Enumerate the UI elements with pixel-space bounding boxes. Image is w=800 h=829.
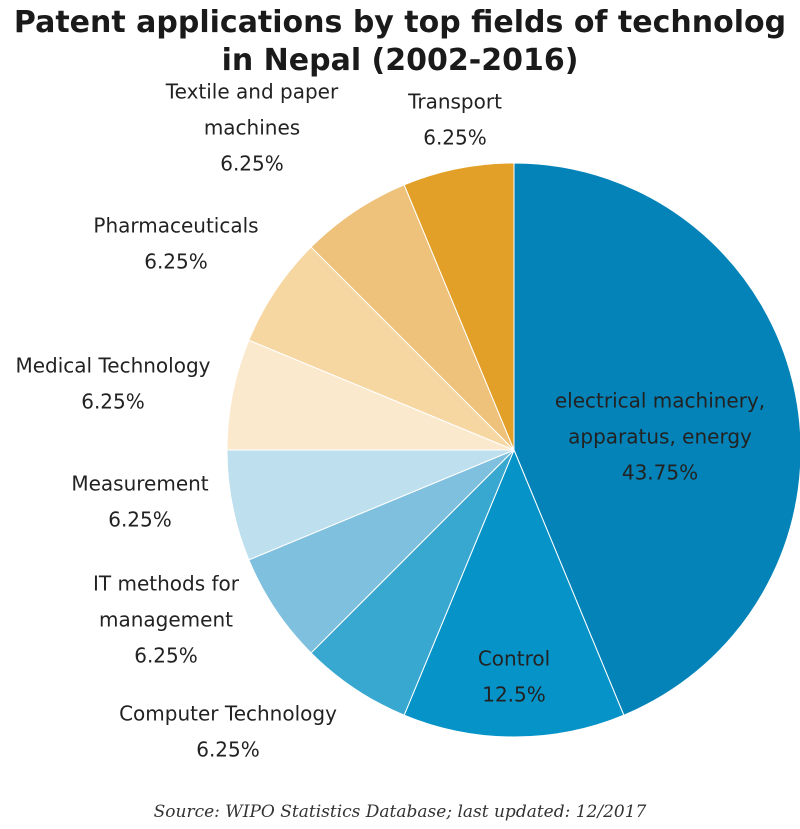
chart-title-line-2: in Nepal (2002-2016): [221, 43, 579, 78]
slice-category-label: Computer Technology: [119, 702, 337, 726]
slice-value-label: 6.25%: [144, 250, 208, 274]
slice-value-label: 43.75%: [622, 461, 698, 485]
pie-slices: [226, 162, 800, 738]
chart-title-line-1: Patent applications by top fields of tec…: [13, 5, 787, 40]
slice-category-label: Measurement: [71, 472, 208, 496]
pie-labels: electrical machinery, apparatus, energy 43…: [15, 80, 765, 762]
pie-slice: [403, 162, 515, 451]
chart-title: Patent applications by top fields of tec…: [0, 4, 800, 80]
slice-category-label: machines: [204, 116, 300, 140]
slice-value-label: 6.25%: [81, 390, 145, 414]
slice-category-label: Medical Technology: [15, 354, 210, 378]
slice-category-label: apparatus, energy: [568, 425, 752, 449]
slice-category-label: management: [99, 608, 233, 632]
slice-value-label: 6.25%: [196, 738, 260, 762]
slice-category-label: Control: [478, 647, 550, 671]
slice-category-label: Pharmaceuticals: [93, 214, 258, 238]
slice-value-label: 6.25%: [108, 508, 172, 532]
slice-category-label: IT methods for: [93, 572, 240, 596]
slice-value-label: 12.5%: [482, 683, 546, 707]
slice-value-label: 6.25%: [220, 152, 284, 176]
source-note: Source: WIPO Statistics Database; last u…: [153, 802, 647, 822]
slice-category-label: electrical machinery,: [555, 389, 765, 413]
pie-slice: [403, 448, 625, 738]
slice-value-label: 6.25%: [423, 126, 487, 150]
slice-value-label: 6.25%: [134, 644, 198, 668]
pie-slice: [513, 162, 800, 716]
slice-category-label: Textile and paper: [165, 80, 339, 104]
slice-category-label: Transport: [407, 90, 502, 114]
